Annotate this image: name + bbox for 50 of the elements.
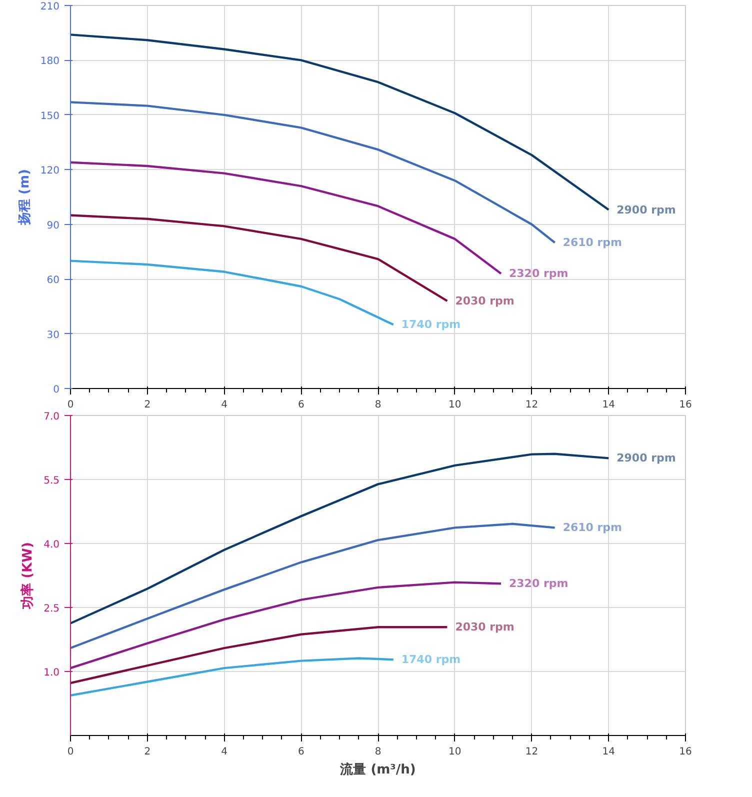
- x-tick-label: 2: [144, 400, 151, 410]
- y-tick-label: 5.5: [44, 476, 60, 486]
- x-tick-label: 8: [374, 746, 382, 758]
- x-tick-label: 0: [67, 400, 74, 410]
- series-label: 2030 rpm: [455, 620, 514, 634]
- y-tick-label: 90: [46, 220, 60, 232]
- y-tick-label: 0: [53, 384, 60, 396]
- x-tick-label: 14: [602, 746, 615, 758]
- series-label: 1740 rpm: [401, 653, 461, 666]
- x-tick-label: 12: [525, 400, 538, 410]
- series-label: 2030 rpm: [455, 294, 514, 308]
- x-tick-label: 16: [679, 746, 692, 758]
- y-tick-label: 1.0: [44, 668, 60, 678]
- y-axis-title: 扬程 (m): [17, 169, 32, 226]
- y-tick-label: 7.0: [44, 412, 60, 422]
- x-tick-label: 10: [448, 746, 462, 758]
- x-tick-label: 8: [374, 400, 382, 410]
- series-label: 1740 rpm: [401, 318, 461, 332]
- x-axis-title: 流量 (m³/h): [339, 762, 416, 778]
- x-tick-label: 6: [298, 400, 304, 410]
- x-tick-label: 0: [67, 746, 74, 758]
- line-series: [70, 214, 448, 302]
- series-label: 2900 rpm: [616, 452, 676, 465]
- x-tick-label: 4: [221, 400, 228, 410]
- y-tick-label: 60: [46, 275, 60, 286]
- series-label: 2610 rpm: [562, 521, 622, 534]
- y-tick-label: 120: [40, 166, 60, 177]
- line-series: [70, 657, 394, 696]
- line-series: [70, 34, 610, 211]
- series-label: 2320 rpm: [509, 267, 568, 280]
- series-label: 2320 rpm: [509, 577, 568, 590]
- line-series: [70, 161, 502, 275]
- y-tick-label: 2.5: [44, 604, 60, 614]
- x-tick-label: 4: [221, 746, 228, 758]
- x-tick-label: 12: [525, 746, 538, 758]
- y-tick-label: 150: [40, 110, 60, 122]
- y-tick-label: 180: [40, 56, 60, 68]
- line-series: [70, 260, 394, 326]
- y-tick-label: 4.0: [44, 540, 60, 550]
- y-tick-label: 30: [46, 330, 60, 341]
- x-tick-label: 6: [298, 746, 304, 758]
- x-tick-label: 16: [679, 400, 692, 410]
- y-axis-title: 功率 (KW): [20, 542, 36, 610]
- line-series: [70, 101, 556, 244]
- y-tick-label: 210: [40, 2, 60, 12]
- x-tick-label: 10: [448, 400, 462, 410]
- x-tick-label: 2: [144, 746, 151, 758]
- series-label: 2900 rpm: [616, 203, 676, 216]
- series-label: 2610 rpm: [562, 236, 622, 250]
- x-tick-label: 14: [602, 400, 615, 410]
